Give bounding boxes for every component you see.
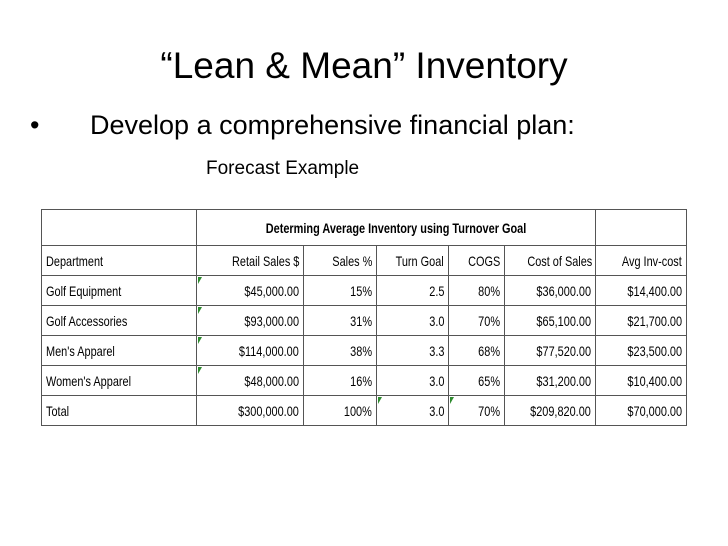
table-cell: $209,820.00 — [503, 395, 597, 426]
table-cell: 100% — [303, 395, 377, 426]
table-cell: Golf Equipment — [41, 275, 197, 306]
table-cell: Total — [41, 395, 197, 426]
table-cell: Women's Apparel — [41, 365, 197, 396]
table-cell: Men's Apparel — [41, 335, 197, 366]
column-header: Turn Goal — [376, 245, 449, 276]
table-cell: $36,000.00 — [503, 275, 597, 306]
caption-row: Determing Average Inventory using Turnov… — [41, 209, 688, 246]
table-cell: 31% — [303, 305, 377, 336]
table-cell: 3.0 — [376, 365, 449, 396]
column-header: Sales % — [303, 245, 377, 276]
table-row: Golf Equipment $45,000.00 15% 2.5 80% $3… — [41, 275, 688, 306]
table-cell: 38% — [303, 335, 377, 366]
table-row: Women's Apparel $48,000.00 16% 3.0 65% $… — [41, 365, 688, 396]
table-cell: 3.3 — [376, 335, 449, 366]
table-cell: 70% — [448, 395, 505, 426]
table-cell: $14,400.00 — [595, 275, 688, 306]
spreadsheet-table: Determing Average Inventory using Turnov… — [41, 209, 688, 453]
table-cell: $23,500.00 — [595, 335, 688, 366]
table-cell: 65% — [448, 365, 505, 396]
table-cell: 16% — [303, 365, 377, 396]
table-cell: 3.0 — [376, 395, 449, 426]
table-caption: Determing Average Inventory using Turnov… — [195, 209, 597, 246]
total-row: Total $300,000.00 100% 3.0 70% $209,820.… — [41, 395, 688, 426]
empty-cell — [595, 209, 688, 246]
table-cell: $45,000.00 — [196, 275, 304, 306]
subheading: Forecast Example — [206, 158, 360, 179]
bullet-text: Develop a comprehensive financial plan: — [90, 110, 575, 140]
inventory-table: Determing Average Inventory using Turnov… — [41, 209, 688, 426]
table-cell: 2.5 — [376, 275, 449, 306]
table-cell: 15% — [303, 275, 377, 306]
table-cell: $21,700.00 — [595, 305, 688, 336]
table-cell: $10,400.00 — [595, 365, 688, 396]
table-cell: $77,520.00 — [503, 335, 597, 366]
column-header: Cost of Sales — [503, 245, 597, 276]
column-header: Retail Sales $ — [196, 245, 304, 276]
table-cell: $70,000.00 — [595, 395, 688, 426]
table-row: Men's Apparel $114,000.00 38% 3.3 68% $7… — [41, 335, 688, 366]
bullet-marker: • — [30, 110, 40, 140]
bullet-item: • Develop a comprehensive financial plan: — [30, 108, 575, 142]
slide-title: “Lean & Mean” Inventory — [160, 45, 568, 86]
table-cell: 68% — [448, 335, 505, 366]
table-cell: 70% — [448, 305, 505, 336]
column-header: COGS — [448, 245, 505, 276]
table-cell: 3.0 — [376, 305, 449, 336]
table-cell: 80% — [448, 275, 505, 306]
table-cell: $65,100.00 — [503, 305, 597, 336]
table-cell: Golf Accessories — [41, 305, 197, 336]
column-header: Avg Inv-cost — [595, 245, 688, 276]
empty-cell — [41, 209, 197, 246]
table-cell: $114,000.00 — [196, 335, 304, 366]
table-cell: $31,200.00 — [503, 365, 597, 396]
table-cell: $48,000.00 — [196, 365, 304, 396]
header-row: Department Retail Sales $ Sales % Turn G… — [41, 245, 688, 276]
table-cell: $300,000.00 — [196, 395, 304, 426]
table-row: Golf Accessories $93,000.00 31% 3.0 70% … — [41, 305, 688, 336]
table-cell: $93,000.00 — [196, 305, 304, 336]
column-header: Department — [41, 245, 197, 276]
